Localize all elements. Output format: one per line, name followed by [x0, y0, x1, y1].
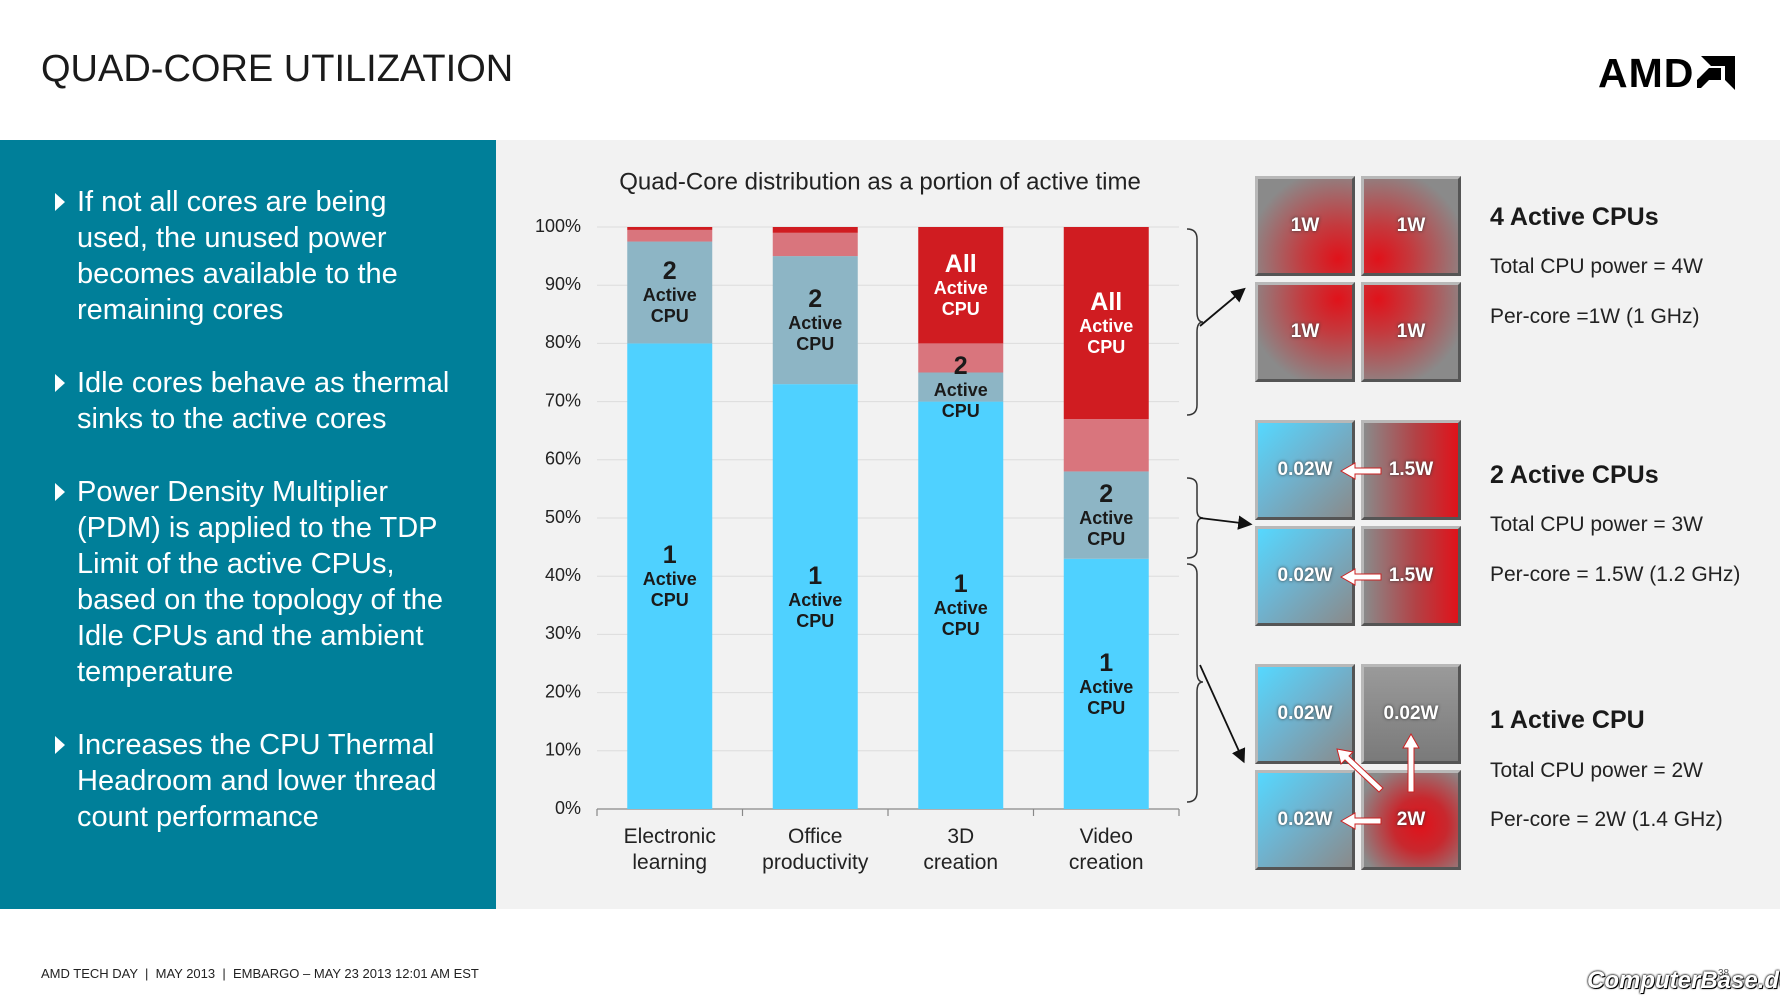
config-line: Per-core = 1.5W (1.2 GHz): [1490, 563, 1741, 586]
y-tick-label: 20%: [545, 681, 581, 701]
bar-segment: [1063, 419, 1149, 472]
y-tick-label: 50%: [545, 507, 581, 527]
x-tick-label: 3D creation: [923, 825, 999, 874]
heat-arrows: [1336, 732, 1420, 830]
core-cell: 0.02W: [1255, 420, 1355, 520]
y-tick-label: 80%: [545, 332, 581, 352]
bar-segment: [1063, 227, 1149, 420]
config-line: Per-core = 2W (1.4 GHz): [1490, 808, 1723, 831]
bar-segment: [627, 343, 713, 809]
logo-text: AMD: [1598, 50, 1695, 96]
segment-label: 1 Active CPU: [933, 570, 988, 640]
bullet: Power Density Multiplier (PDM) is applie…: [55, 474, 457, 690]
chart-title: Quad-Core distribution as a portion of a…: [619, 168, 1141, 195]
arrow: [1199, 515, 1253, 530]
segment-label: 2 Active CPU: [788, 285, 843, 355]
bar-segment: [627, 229, 713, 242]
y-tick-label: 30%: [545, 623, 581, 643]
core-grid: 0.02W 0.02W 0.02W 2W: [1255, 664, 1465, 874]
bar-segment: [772, 384, 858, 809]
watermark: ComputerBase.de: [1587, 967, 1780, 994]
arrows: [1199, 287, 1253, 764]
y-tick-label: 60%: [545, 449, 581, 469]
bullet: Increases the CPU Thermal Headroom and l…: [55, 727, 457, 835]
x-tick-label: Electronic learning: [623, 825, 716, 874]
y-tick-label: 40%: [545, 565, 581, 585]
config-line: Total CPU power = 4W: [1490, 255, 1703, 278]
segment-label: 2 Active CPU: [933, 352, 988, 422]
core-cell: 1W: [1255, 282, 1355, 382]
config-line: Per-core =1W (1 GHz): [1490, 305, 1700, 328]
heat-arrows: [1339, 462, 1382, 586]
bar-segment: [1063, 471, 1149, 559]
bullet-list: If not all cores are being used, the unu…: [55, 184, 457, 872]
y-tick-label: 90%: [545, 274, 581, 294]
bullet: Idle cores behave as thermal sinks to th…: [55, 365, 457, 437]
config-line: Total CPU power = 3W: [1490, 513, 1703, 536]
footer: AMD TECH DAY | MAY 2013 | EMBARGO – MAY …: [41, 966, 479, 981]
bar-segment: [918, 372, 1004, 402]
segment-label: All Active CPU: [933, 250, 988, 320]
core-grid: 1W 1W 1W 1W: [1255, 176, 1465, 386]
config-heading: 4 Active CPUs: [1490, 203, 1659, 231]
bar-segment: [918, 401, 1004, 809]
core-cell: 0.02W: [1255, 770, 1355, 870]
segment-label: 2 Active CPU: [1079, 480, 1134, 550]
core-cell: 0.02W: [1255, 526, 1355, 626]
config-4: 1W 1W 1W 1W 4 Active CPUs Total CPU powe…: [1255, 176, 1775, 386]
segment-label: 1 Active CPU: [788, 561, 843, 631]
bar-segment: [772, 232, 858, 257]
logo-arrow: [1697, 56, 1736, 90]
y-tick-label: 10%: [545, 740, 581, 760]
bar-segment: [772, 256, 858, 385]
bar-segment: [918, 343, 1004, 373]
segment-label: All Active CPU: [1079, 288, 1134, 358]
config-line: Total CPU power = 2W: [1490, 759, 1703, 782]
x-tick-label: Office productivity: [762, 825, 869, 874]
bullet-panel: [0, 140, 496, 909]
core-cell: 1W: [1361, 282, 1461, 382]
y-tick-label: 70%: [545, 390, 581, 410]
core-cell: 0.02W: [1255, 664, 1355, 764]
config-1: 0.02W 0.02W 0.02W 2W 1 Active CPU Total …: [1255, 664, 1775, 874]
bar-segment: [627, 241, 713, 344]
braces: [1186, 228, 1204, 803]
brace: [1186, 563, 1204, 803]
core-cell: 1W: [1255, 176, 1355, 276]
y-tick-label: 100%: [535, 216, 581, 236]
segment-label: 1 Active CPU: [642, 541, 697, 611]
config-heading: 2 Active CPUs: [1490, 461, 1659, 489]
logo: AMD: [1598, 50, 1736, 97]
slide-title: QUAD-CORE UTILIZATION: [41, 48, 514, 90]
segment-label: 1 Active CPU: [1079, 648, 1134, 718]
config-2: 0.02W 1.5W 0.02W 1.5W 2 Active CPUs Tota…: [1255, 420, 1775, 630]
bar-segment: [1063, 558, 1149, 809]
bar-segment: [627, 227, 713, 230]
arrow: [1199, 664, 1246, 764]
page-number: 38: [1718, 968, 1730, 979]
bar-segment: [772, 227, 858, 233]
arrow: [1199, 287, 1246, 327]
core-cell: 1W: [1361, 176, 1461, 276]
x-tick-label: Video creation: [1068, 825, 1144, 874]
bullet: If not all cores are being used, the unu…: [55, 184, 457, 328]
bar-segment: [918, 227, 1004, 344]
segment-label: 2 Active CPU: [642, 257, 697, 327]
config-heading: 1 Active CPU: [1490, 706, 1645, 734]
core-grid: 0.02W 1.5W 0.02W 1.5W: [1255, 420, 1465, 630]
brace: [1186, 228, 1204, 416]
y-tick-label: 0%: [555, 798, 581, 818]
